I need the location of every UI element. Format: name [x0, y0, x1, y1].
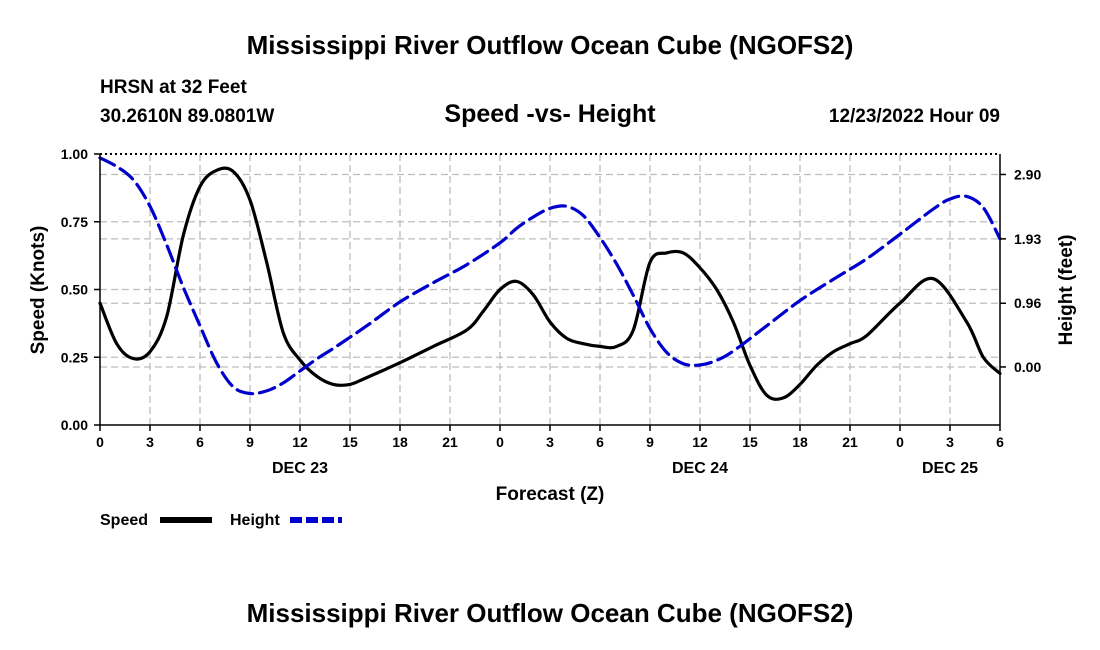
- legend-speed-label: Speed: [100, 512, 148, 529]
- grid: [100, 154, 1000, 425]
- x-tick-label: 3: [546, 434, 554, 450]
- x-tick-label: 3: [946, 434, 954, 450]
- y-tick-label: 0.50: [61, 282, 88, 298]
- y2-tick-label: 0.00: [1014, 359, 1041, 375]
- x-tick-label: 18: [792, 434, 808, 450]
- x-tick-label: 21: [442, 434, 458, 450]
- x-tick-label: 9: [246, 434, 254, 450]
- y-tick-label: 1.00: [61, 146, 88, 162]
- datetime-label: 12/23/2022 Hour 09: [828, 106, 1000, 127]
- chart-subtitle: Speed -vs- Height: [444, 100, 656, 128]
- axes: [94, 153, 1006, 431]
- x-tick-label: 0: [896, 434, 904, 450]
- x-axis-title: Forecast (Z): [496, 484, 605, 505]
- legend: Speed Height: [100, 512, 342, 529]
- y-tick-label: 0.25: [61, 349, 88, 365]
- y-tick-label: 0.00: [61, 417, 88, 433]
- x-date-label: DEC 23: [272, 460, 328, 477]
- x-tick-label: 15: [742, 434, 758, 450]
- x-tick-label: 18: [392, 434, 408, 450]
- y2-tick-label: 2.90: [1014, 166, 1041, 182]
- x-tick-label: 9: [646, 434, 654, 450]
- x-tick-label: 12: [692, 434, 708, 450]
- x-tick-label: 0: [496, 434, 504, 450]
- x-date-label: DEC 24: [672, 460, 728, 477]
- x-tick-label: 12: [292, 434, 308, 450]
- y2-axis-title: Height (feet): [1056, 235, 1077, 346]
- x-tick-label: 6: [996, 434, 1004, 450]
- y-axis-title: Speed (Knots): [28, 226, 49, 355]
- y-tick-label: 0.75: [61, 214, 88, 230]
- x-tick-label: 6: [596, 434, 604, 450]
- y2-tick-label: 0.96: [1014, 295, 1041, 311]
- x-tick-label: 0: [96, 434, 104, 450]
- x-tick-label: 21: [842, 434, 858, 450]
- chart-main-title: Mississippi River Outflow Ocean Cube (NG…: [246, 30, 854, 60]
- y2-tick-label: 1.93: [1014, 231, 1041, 247]
- tick-labels: 0 3 6 9 12 15 18 21 0 3 6 9 12 15 18 21 0 3 6 DEC 23 DEC 24 D…: [61, 146, 1042, 477]
- speed-series-line: [98, 166, 1002, 401]
- station-label: HRSN at 32 Feet: [100, 77, 247, 98]
- x-date-label: DEC 25: [922, 460, 978, 477]
- x-tick-label: 15: [342, 434, 358, 450]
- legend-height-label: Height: [230, 512, 280, 529]
- footer-title: Mississippi River Outflow Ocean Cube (NG…: [246, 598, 854, 628]
- latlon-label: 30.2610N 89.0801W: [100, 106, 275, 127]
- x-tick-label: 6: [196, 434, 204, 450]
- series-layer: [98, 156, 1002, 401]
- x-tick-label: 3: [146, 434, 154, 450]
- height-series-line: [98, 156, 1002, 396]
